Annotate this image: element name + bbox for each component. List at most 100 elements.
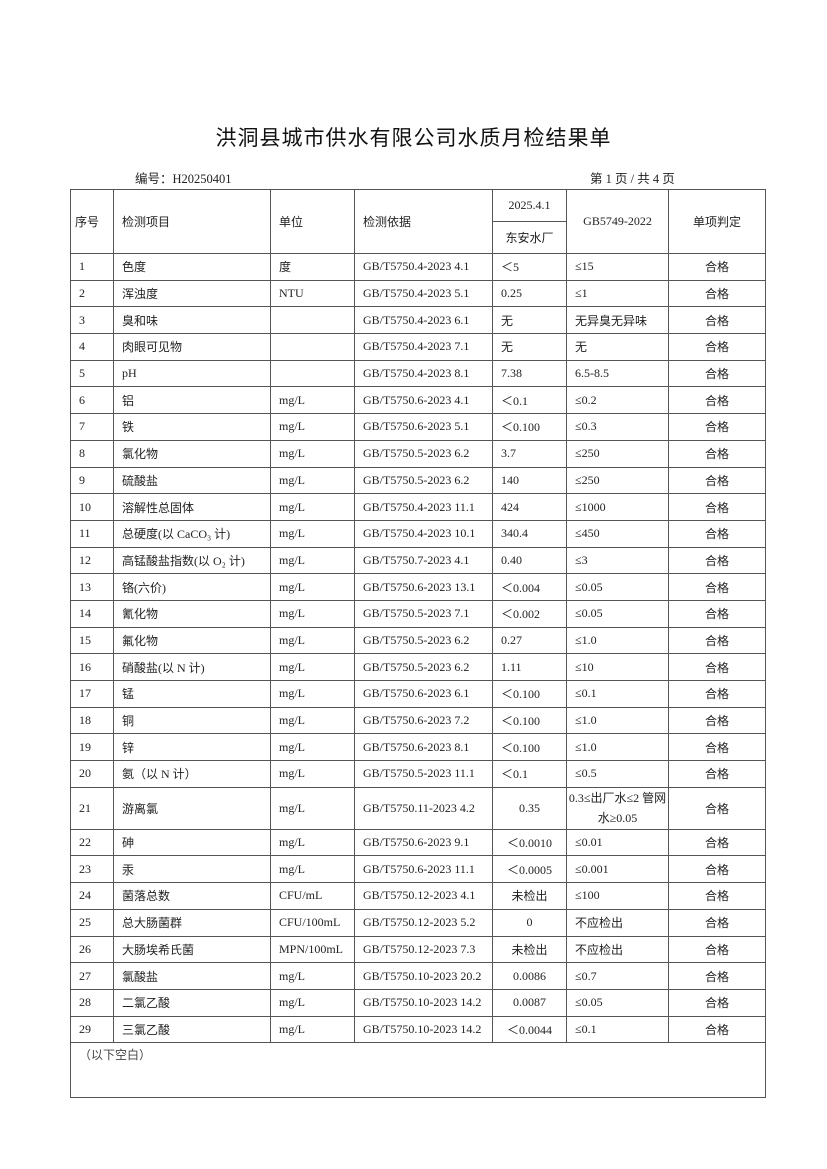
result: ＜0.002	[492, 599, 567, 628]
row-number: 15	[70, 626, 114, 655]
row-number: 13	[70, 573, 114, 601]
judgement: 合格	[668, 882, 766, 910]
row-number: 24	[70, 882, 114, 910]
unit: mg/L	[270, 493, 355, 521]
table-row: 27 氯酸盐 mg/L GB/T5750.10-2023 20.2 0.0086 ≤0.7…	[70, 962, 766, 990]
unit: mg/L	[270, 988, 355, 1017]
judgement: 合格	[668, 653, 766, 681]
row-number: 25	[70, 908, 114, 937]
unit	[270, 359, 355, 388]
test-item: 色度	[113, 253, 271, 281]
test-method: GB/T5750.4-2023 7.1	[354, 333, 493, 361]
standard-limit: ≤10	[566, 653, 669, 681]
test-method: GB/T5750.4-2023 5.1	[354, 279, 493, 308]
row-number: 4	[70, 333, 114, 361]
test-item: 氯酸盐	[113, 962, 271, 990]
test-item: 氨（以 N 计）	[113, 760, 271, 788]
result: ＜0.100	[492, 733, 567, 762]
unit: mg/L	[270, 786, 355, 830]
test-method: GB/T5750.5-2023 6.2	[354, 439, 493, 468]
table-row: 21 游离氯 mg/L GB/T5750.11-2023 4.2 0.35 0.3≤出厂水…	[70, 786, 766, 830]
standard-limit: ≤250	[566, 439, 669, 468]
unit: mg/L	[270, 733, 355, 762]
test-method: GB/T5750.4-2023 11.1	[354, 493, 493, 521]
judgement: 合格	[668, 493, 766, 521]
row-number: 20	[70, 760, 114, 788]
test-item: 铝	[113, 386, 271, 415]
standard-limit: ≤0.05	[566, 988, 669, 1017]
unit: 度	[270, 253, 355, 281]
result: 0	[492, 908, 567, 937]
table-row: 10 溶解性总固体 mg/L GB/T5750.4-2023 11.1 424 ≤1000…	[70, 493, 766, 521]
page-title: 洪洞县城市供水有限公司水质月检结果单	[215, 126, 612, 150]
unit: mg/L	[270, 546, 355, 575]
standard-limit: ≤0.1	[566, 680, 669, 708]
test-item: pH	[113, 359, 271, 388]
judgement: 合格	[668, 988, 766, 1017]
page-number: 第 1 页 / 共 4 页	[590, 172, 675, 186]
judgement: 合格	[668, 760, 766, 788]
judgement: 合格	[668, 439, 766, 468]
row-number: 3	[70, 306, 114, 335]
test-item: 硝酸盐(以 N 计)	[113, 653, 271, 681]
standard-limit: ≤0.2	[566, 386, 669, 415]
table-row: 28 二氯乙酸 mg/L GB/T5750.10-2023 14.2 0.0087 ≤0.…	[70, 988, 766, 1017]
standard-limit: ≤3	[566, 546, 669, 575]
test-method: GB/T5750.4-2023 8.1	[354, 359, 493, 388]
table-row: 14 氰化物 mg/L GB/T5750.5-2023 7.1 ＜0.002 ≤0.05 合…	[70, 599, 766, 628]
row-number: 18	[70, 706, 114, 735]
standard-limit: ≤0.1	[566, 1015, 669, 1044]
row-number: 27	[70, 962, 114, 990]
judgement: 合格	[668, 1015, 766, 1044]
judgement: 合格	[668, 828, 766, 857]
header-judge: 单项判定	[668, 189, 766, 254]
row-number: 16	[70, 653, 114, 681]
judgement: 合格	[668, 599, 766, 628]
standard-limit: ≤0.5	[566, 760, 669, 788]
header-site: 东安水厂	[492, 221, 567, 254]
result: 0.40	[492, 546, 567, 575]
test-item: 氰化物	[113, 599, 271, 628]
test-item: 总大肠菌群	[113, 908, 271, 937]
standard-limit: 无	[566, 333, 669, 361]
judgement: 合格	[668, 680, 766, 708]
unit: mg/L	[270, 855, 355, 884]
test-method: GB/T5750.6-2023 13.1	[354, 573, 493, 601]
unit	[270, 333, 355, 361]
unit: CFU/mL	[270, 882, 355, 910]
unit: mg/L	[270, 962, 355, 990]
standard-limit: ≤1000	[566, 493, 669, 521]
standard-limit: ≤1.0	[566, 626, 669, 655]
table-row: 7 铁 mg/L GB/T5750.6-2023 5.1 ＜0.100 ≤0.3 合格	[70, 413, 766, 441]
standard-limit: ≤250	[566, 466, 669, 495]
result: 424	[492, 493, 567, 521]
unit: MPN/100mL	[270, 935, 355, 964]
result: 0.35	[492, 786, 567, 830]
standard-limit: 不应检出	[566, 908, 669, 937]
judgement: 合格	[668, 855, 766, 884]
test-method: GB/T5750.6-2023 4.1	[354, 386, 493, 415]
header-method: 检测依据	[354, 189, 493, 254]
test-item: 锰	[113, 680, 271, 708]
result: 未检出	[492, 935, 567, 964]
judgement: 合格	[668, 706, 766, 735]
standard-limit: ≤0.05	[566, 599, 669, 628]
unit: mg/L	[270, 599, 355, 628]
result: ＜0.1	[492, 386, 567, 415]
table-row: 2 浑浊度 NTU GB/T5750.4-2023 5.1 0.25 ≤1 合格	[70, 279, 766, 308]
test-item: 浑浊度	[113, 279, 271, 308]
test-method: GB/T5750.4-2023 6.1	[354, 306, 493, 335]
header-row: 序号 检测项目 单位 检测依据 2025.4.1 GB5749-2022 单项判…	[70, 189, 766, 254]
judgement: 合格	[668, 466, 766, 495]
header-date: 2025.4.1	[492, 189, 567, 222]
judgement: 合格	[668, 279, 766, 308]
judgement: 合格	[668, 546, 766, 575]
standard-limit: 0.3≤出厂水≤2 管网水≥0.05	[566, 786, 669, 830]
table-row: 20 氨（以 N 计） mg/L GB/T5750.5-2023 11.1 ＜0.1 ≤0…	[70, 760, 766, 788]
unit: mg/L	[270, 680, 355, 708]
table-row: 15 氟化物 mg/L GB/T5750.5-2023 6.2 0.27 ≤1.0 合格	[70, 626, 766, 655]
row-number: 17	[70, 680, 114, 708]
table-row: 23 汞 mg/L GB/T5750.6-2023 11.1 ＜0.0005 ≤0.001…	[70, 855, 766, 884]
unit: mg/L	[270, 386, 355, 415]
test-item: 铬(六价)	[113, 573, 271, 601]
